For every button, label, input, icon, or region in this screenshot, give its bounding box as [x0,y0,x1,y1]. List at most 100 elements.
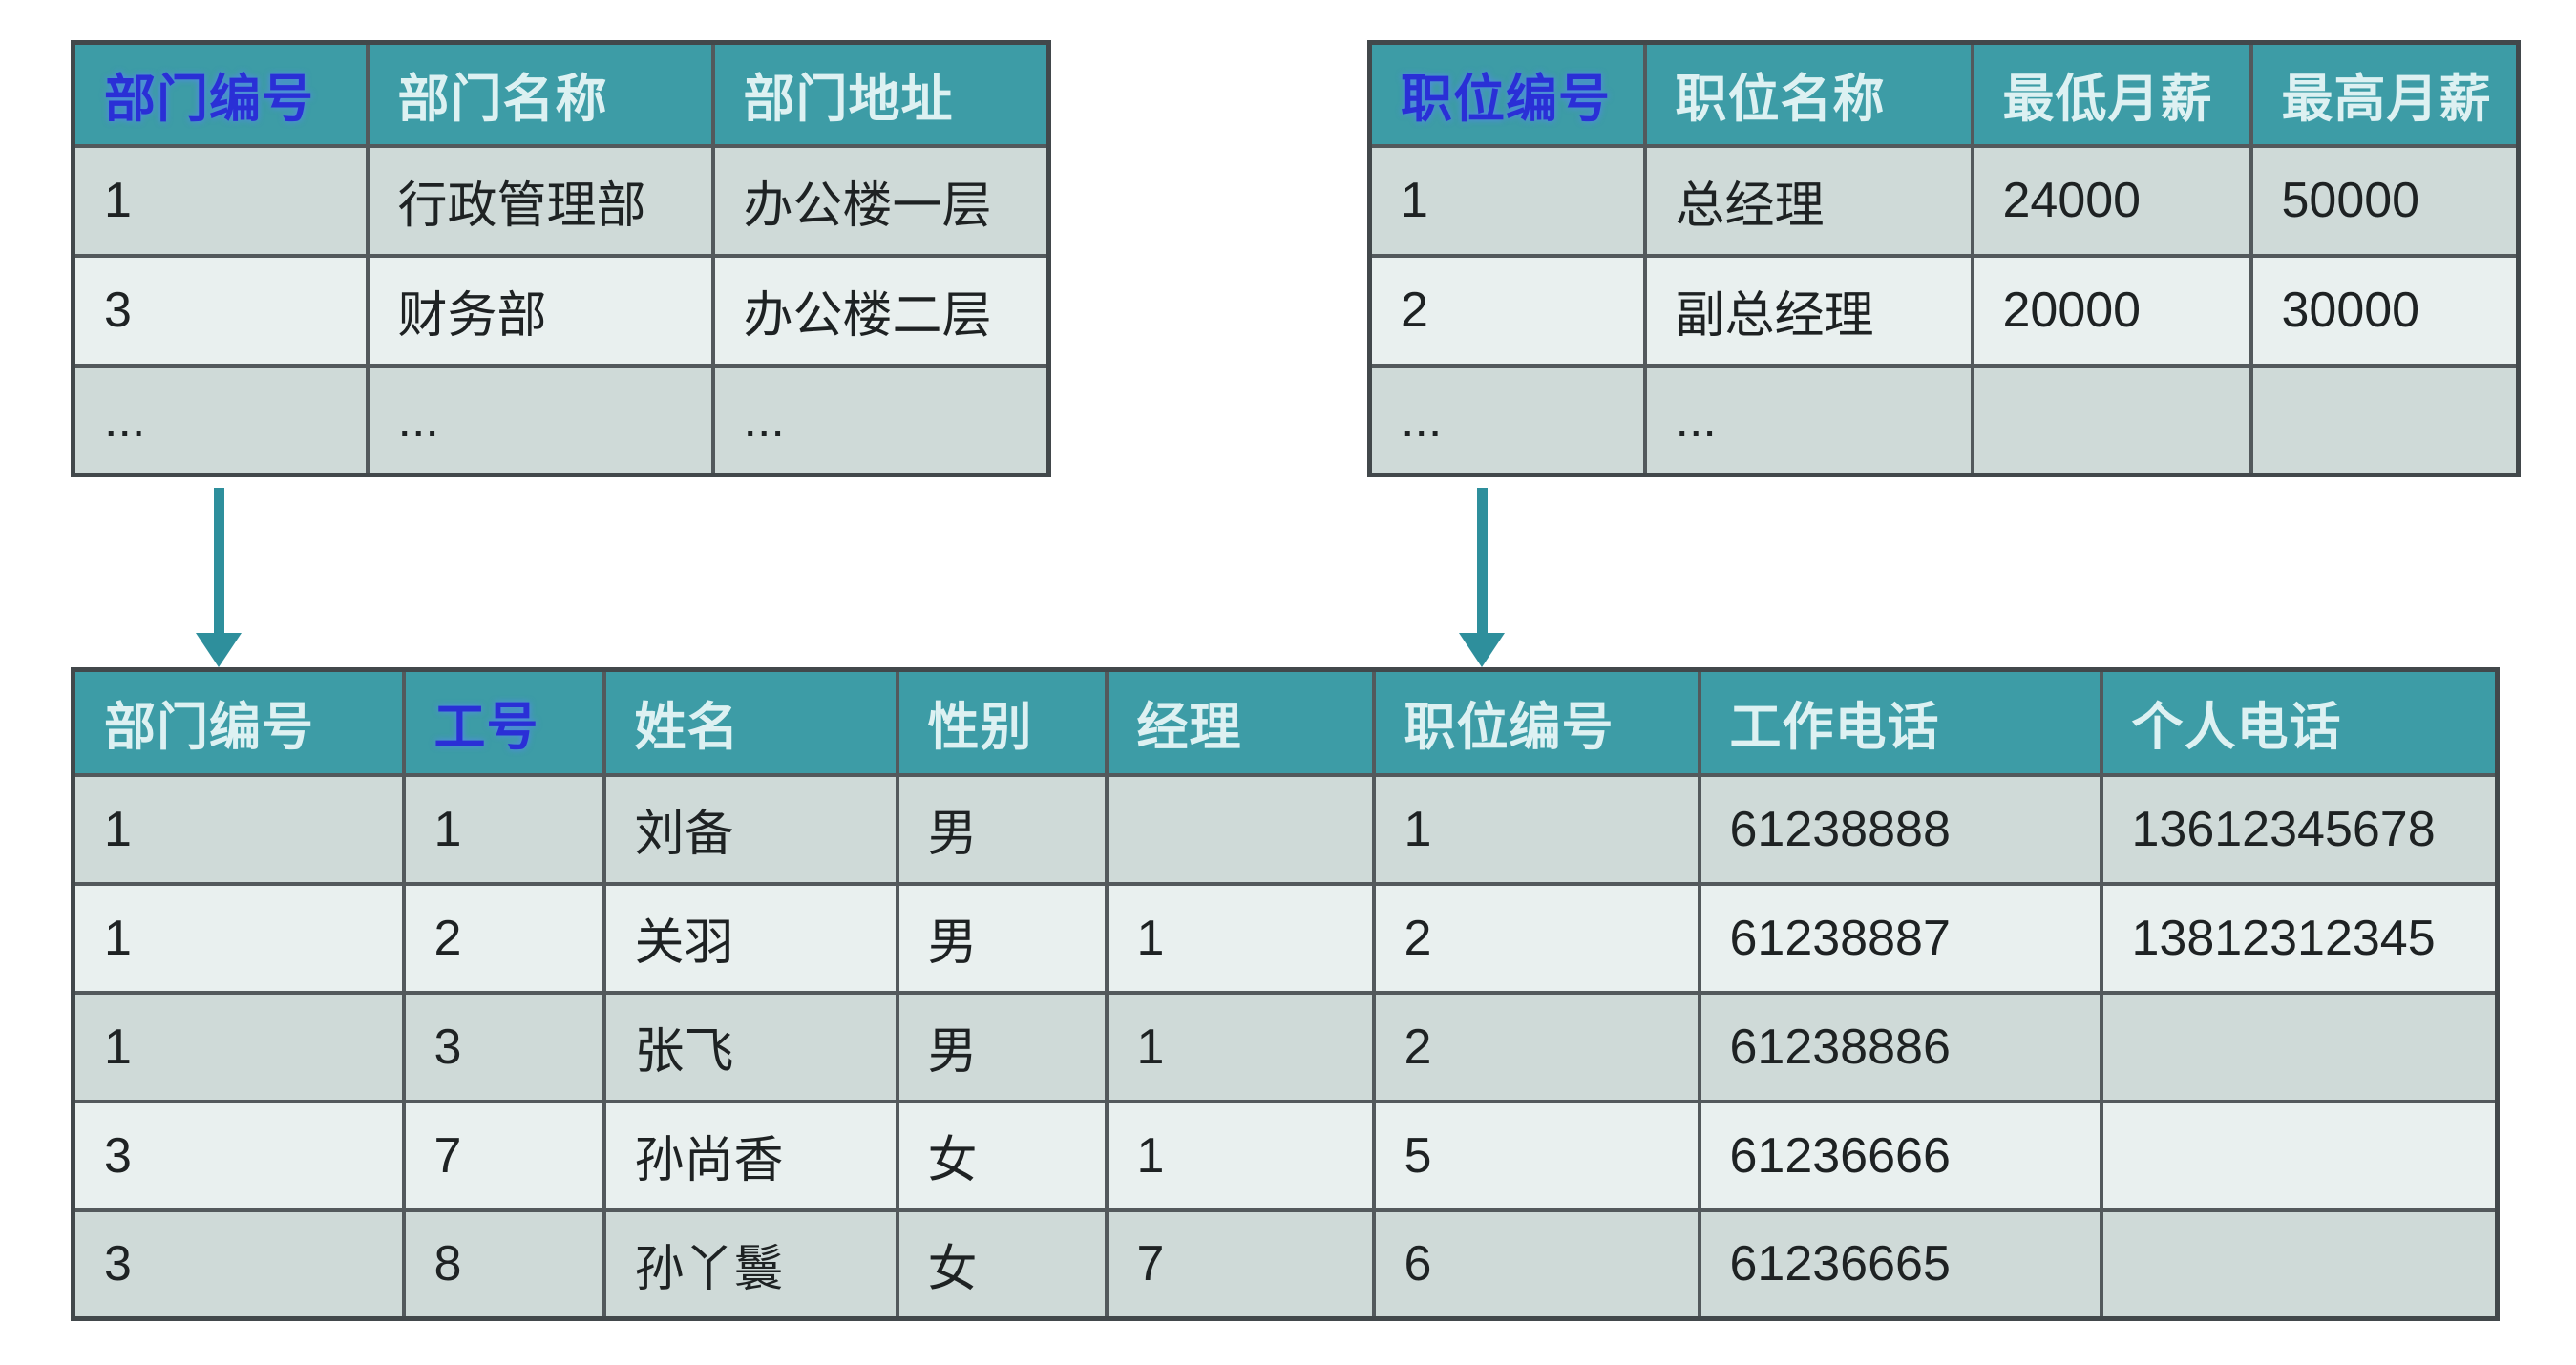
position-header-cell: 职位编号 [1367,40,1647,148]
employee-header-cell: 姓名 [602,667,899,777]
position-header-cell: 最高月薪 [2249,40,2521,148]
employee-cell: 1 [1104,990,1376,1103]
employee-row: 1 3 张飞男 1 2 61238886 [71,990,2500,1103]
employee-cell: 6 [1371,1208,1701,1321]
department-row: ......... [71,363,1051,477]
department-cell: 3 [71,253,370,368]
position-cell: ... [1367,363,1647,477]
employee-cell: 1 [401,772,606,886]
employee-cell: 1 [71,772,406,886]
arrow-head [196,633,242,667]
employee-cell: 13612345678 [2099,772,2500,886]
employee-cell: 61238887 [1697,881,2103,995]
department-header-cell: 部门名称 [365,40,715,148]
employee-cell: 61238888 [1697,772,2103,886]
employee-cell: 1 [1371,772,1701,886]
department-cell: ... [71,363,370,477]
position-cell [2249,363,2521,477]
employee-cell: 8 [401,1208,606,1321]
department-table: 部门编号 部门名称 部门地址 1 行政管理部 办公楼一层 3 财务部 办公楼二层........… [71,40,1051,477]
employee-header-cell: 工作电话 [1697,667,2103,777]
employee-cell [2099,1099,2500,1212]
employee-header-cell: 工号 [401,667,606,777]
department-cell: 行政管理部 [365,143,715,258]
department-header-cell: 部门地址 [710,40,1051,148]
employee-cell: 61238886 [1697,990,2103,1103]
employee-cell: 1 [1104,881,1376,995]
employee-cell: 61236665 [1697,1208,2103,1321]
employee-cell: 2 [1371,990,1701,1103]
position-cell: 50000 [2249,143,2521,258]
position-row: 1 总经理 24000 50000 [1367,143,2521,258]
department-cell: 1 [71,143,370,258]
fk-arrow-department-down-icon [196,488,242,667]
employee-cell: 3 [71,1099,406,1212]
employee-cell: 孙尚香 [602,1099,899,1212]
employee-cell [2099,990,2500,1103]
employee-cell: 男 [895,990,1109,1103]
position-cell [1970,363,2253,477]
employee-cell: 张飞 [602,990,899,1103]
department-cell: 办公楼二层 [710,253,1051,368]
fk-arrow-position-down-icon [1459,488,1505,667]
employee-cell: 13812312345 [2099,881,2500,995]
employee-cell: 1 [1104,1099,1376,1212]
position-cell: 总经理 [1642,143,1974,258]
position-header-row: 职位编号 职位名称 最低月薪 最高月薪 [1367,40,2521,148]
employee-cell: 7 [1104,1208,1376,1321]
employee-cell: 孙丫鬟 [602,1208,899,1321]
position-row: ...... [1367,363,2521,477]
position-row: 2 副总经理 20000 30000 [1367,253,2521,368]
employee-cell: 5 [1371,1099,1701,1212]
department-cell: 财务部 [365,253,715,368]
employee-table: 部门编号 工号 姓名 性别 经理 职位编号 工作电话 个人电话 1 1 刘备男 1 61238888 13… [71,667,2500,1321]
employee-cell: 1 [71,881,406,995]
position-cell: 副总经理 [1642,253,1974,368]
employee-row: 3 8 孙丫鬟女 7 6 61236665 [71,1208,2500,1321]
department-cell: ... [710,363,1051,477]
department-cell: ... [365,363,715,477]
employee-row: 3 7 孙尚香女 1 5 61236666 [71,1099,2500,1212]
employee-cell [1104,772,1376,886]
position-table: 职位编号 职位名称 最低月薪 最高月薪 1 总经理 24000 50000 2 副总经理 20000… [1367,40,2521,477]
department-row: 3 财务部 办公楼二层 [71,253,1051,368]
employee-cell: 男 [895,772,1109,886]
position-cell: ... [1642,363,1974,477]
position-cell: 20000 [1970,253,2253,368]
department-header-cell: 部门编号 [71,40,370,148]
employee-header-cell: 职位编号 [1371,667,1701,777]
employee-cell: 女 [895,1099,1109,1212]
employee-header-row: 部门编号 工号 姓名 性别 经理 职位编号 工作电话 个人电话 [71,667,2500,777]
arrow-shaft [1476,488,1488,633]
department-cell: 办公楼一层 [710,143,1051,258]
employee-row: 1 2 关羽男 1 2 61238887 13812312345 [71,881,2500,995]
department-header-row: 部门编号 部门名称 部门地址 [71,40,1051,148]
employee-header-cell: 个人电话 [2099,667,2500,777]
employee-cell [2099,1208,2500,1321]
employee-cell: 61236666 [1697,1099,2103,1212]
arrow-head [1459,633,1505,667]
employee-header-cell: 性别 [895,667,1109,777]
position-cell: 30000 [2249,253,2521,368]
employee-cell: 2 [1371,881,1701,995]
employee-header-cell: 经理 [1104,667,1376,777]
employee-cell: 刘备 [602,772,899,886]
employee-cell: 关羽 [602,881,899,995]
position-header-cell: 最低月薪 [1970,40,2253,148]
position-cell: 24000 [1970,143,2253,258]
employee-cell: 2 [401,881,606,995]
position-cell: 1 [1367,143,1647,258]
employee-header-cell: 部门编号 [71,667,406,777]
employee-cell: 男 [895,881,1109,995]
position-cell: 2 [1367,253,1647,368]
employee-row: 1 1 刘备男 1 61238888 13612345678 [71,772,2500,886]
employee-cell: 女 [895,1208,1109,1321]
employee-cell: 7 [401,1099,606,1212]
employee-cell: 3 [401,990,606,1103]
employee-cell: 3 [71,1208,406,1321]
employee-cell: 1 [71,990,406,1103]
arrow-shaft [213,488,224,633]
position-header-cell: 职位名称 [1642,40,1974,148]
department-row: 1 行政管理部 办公楼一层 [71,143,1051,258]
